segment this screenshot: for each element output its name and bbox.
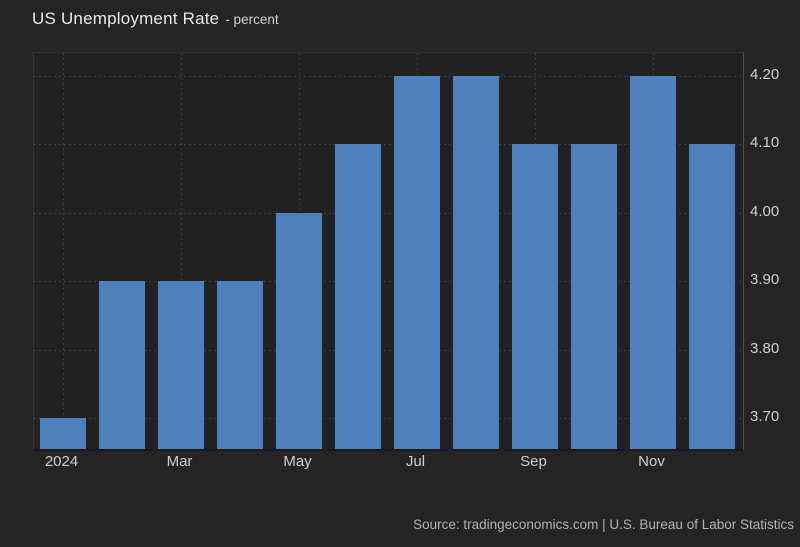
x-tick-label: 2024	[44, 453, 79, 470]
h-gridline	[34, 281, 743, 283]
chart-header: US Unemployment Rate - percent	[32, 9, 279, 29]
bar-jul-2024[interactable]	[393, 75, 440, 449]
v-gridline	[62, 53, 64, 449]
y-axis: 3.70 3.80 3.90 4.00 4.10 4.20	[750, 52, 798, 448]
x-tick-label: Sep	[520, 453, 547, 470]
h-gridline	[34, 418, 743, 420]
bar-apr-2024[interactable]	[216, 281, 263, 449]
chart-subtitle: - percent	[225, 12, 279, 27]
bar-oct-2024[interactable]	[570, 144, 617, 449]
h-gridline	[34, 212, 743, 214]
bar-aug-2024[interactable]	[452, 75, 499, 449]
y-tick-label: 3.70	[750, 408, 780, 426]
x-tick-label: Jul	[405, 453, 426, 470]
x-tick-label: May	[283, 453, 312, 470]
v-gridline	[180, 53, 182, 449]
x-axis: 2024 Mar May Jul Sep Nov	[33, 453, 742, 473]
y-tick-label: 3.90	[750, 271, 780, 289]
bar-sep-2024[interactable]	[511, 144, 558, 449]
chart-title: US Unemployment Rate	[32, 9, 220, 28]
bar-nov-2024[interactable]	[629, 75, 676, 449]
x-tick-label: Nov	[638, 453, 665, 470]
bar-dec-2024[interactable]	[688, 144, 735, 449]
y-tick-label: 4.20	[750, 65, 780, 83]
y-tick-label: 4.00	[750, 202, 780, 220]
bar-may-2024[interactable]	[275, 212, 322, 449]
plot-area	[33, 52, 744, 451]
h-gridline	[34, 349, 743, 351]
y-tick-label: 3.80	[750, 339, 780, 357]
y-tick-label: 4.10	[750, 134, 780, 152]
bar-jun-2024[interactable]	[334, 144, 381, 449]
bar-jan-2024[interactable]	[39, 418, 86, 449]
source-attribution: Source: tradingeconomics.com | U.S. Bure…	[413, 517, 794, 532]
bar-feb-2024[interactable]	[98, 281, 145, 449]
h-gridline	[34, 144, 743, 146]
x-tick-label: Mar	[166, 453, 193, 470]
h-gridline	[34, 75, 743, 77]
bar-mar-2024[interactable]	[157, 281, 204, 449]
